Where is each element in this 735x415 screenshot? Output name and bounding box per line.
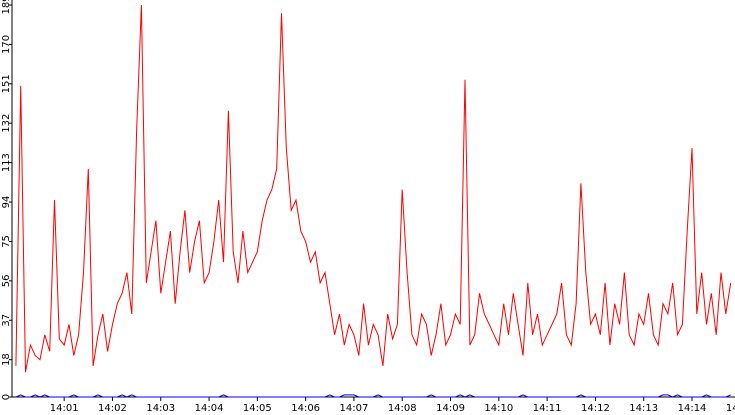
series-line xyxy=(15,4,732,373)
y-tick-label: 189 xyxy=(1,0,12,15)
y-tick-label: 113 xyxy=(1,153,12,172)
x-tick-label: 14:06 xyxy=(291,403,320,414)
x-tick-label: 14:12 xyxy=(581,403,610,414)
y-tick-label: 170 xyxy=(1,35,12,54)
x-tick-label: 14:11 xyxy=(533,403,562,414)
y-tick-label: 0 xyxy=(1,394,12,400)
x-tick-label: 14:13 xyxy=(629,403,658,414)
x-tick-label: 14:03 xyxy=(146,403,175,414)
y-tick-label: 37 xyxy=(1,314,12,327)
x-tick-label: 14:05 xyxy=(243,403,272,414)
y-tick-label: 151 xyxy=(1,74,12,93)
x-tick-label: 14:07 xyxy=(340,403,369,414)
y-tick-label: 56 xyxy=(1,274,12,287)
x-tick-label: 14:14 xyxy=(678,403,707,414)
series-line xyxy=(15,394,731,398)
x-tick-label: 14:08 xyxy=(388,403,417,414)
y-tick-label: 94 xyxy=(1,196,12,209)
y-tick-label: 75 xyxy=(1,235,12,248)
x-tick-label: 14:09 xyxy=(436,403,465,414)
x-tick-label: 14:10 xyxy=(484,403,513,414)
y-tick-label: 132 xyxy=(1,114,12,133)
x-tick-label: 14:15 xyxy=(726,403,735,414)
y-tick-label: 18 xyxy=(1,353,12,366)
x-tick-label: 14:04 xyxy=(195,403,224,414)
x-tick-label: 14:02 xyxy=(98,403,127,414)
x-tick-label: 14:01 xyxy=(50,403,79,414)
